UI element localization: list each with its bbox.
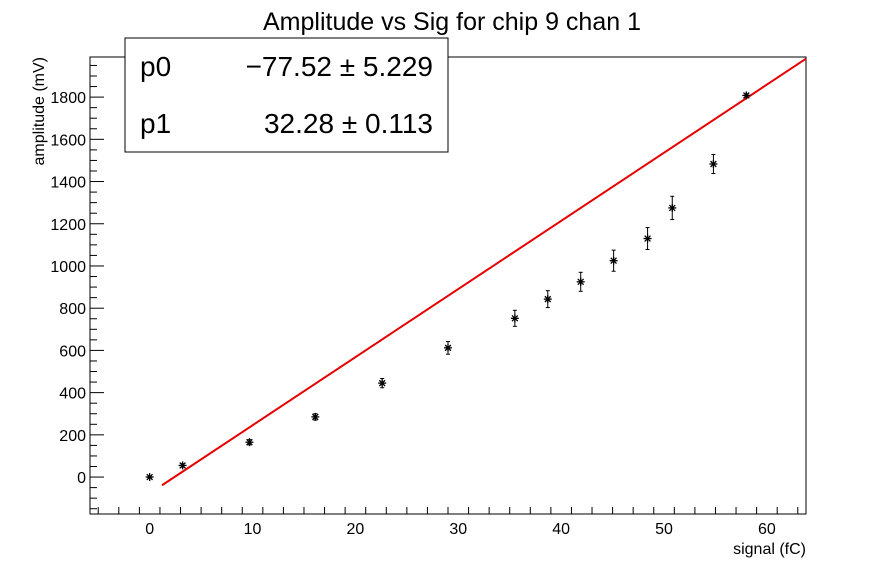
y-tick-label: 1800 <box>50 90 86 107</box>
star-marker <box>668 203 677 212</box>
star-marker <box>378 379 387 388</box>
stat-p1-estimate: 32.28 <box>264 108 334 139</box>
data-point <box>178 461 187 470</box>
y-tick-label: 0 <box>77 470 86 487</box>
star-marker <box>444 343 452 352</box>
data-point <box>643 227 652 251</box>
y-tick-label: 1400 <box>50 175 86 192</box>
stat-p1-value: 32.28 ± 0.113 <box>264 108 433 139</box>
data-point <box>378 377 387 389</box>
star-marker <box>576 277 585 286</box>
data-point <box>510 309 519 327</box>
y-tick-label: 1600 <box>50 132 86 149</box>
data-point <box>543 290 552 309</box>
stats-box-frame <box>124 37 449 153</box>
data-point <box>742 91 751 100</box>
x-tick-label: 20 <box>347 521 365 538</box>
chart-title: Amplitude vs Sig for chip 9 chan 1 <box>263 8 641 36</box>
star-marker <box>609 256 618 265</box>
x-axis: 0 10 20 30 40 50 60 <box>97 507 799 538</box>
star-marker <box>510 314 519 323</box>
star-marker <box>709 160 718 169</box>
y-tick-label: 600 <box>59 343 86 360</box>
stats-box: p0 −77.52 ± 5.229 p1 32.28 ± 0.113 <box>124 37 449 153</box>
star-marker <box>145 473 154 482</box>
stat-p0-pm: ± <box>340 51 355 82</box>
data-point <box>444 341 452 355</box>
y-tick-label: 200 <box>59 428 86 445</box>
stat-p1-pm: ± <box>342 108 357 139</box>
data-point <box>145 473 154 482</box>
y-axis-label: amplitude (mV) <box>31 57 48 165</box>
stat-p0-value: −77.52 ± 5.229 <box>246 51 433 82</box>
star-marker <box>245 438 254 447</box>
y-tick-label: 1000 <box>50 259 86 276</box>
y-tick-label: 1200 <box>50 217 86 234</box>
fit-line <box>161 57 807 487</box>
star-marker <box>311 412 320 421</box>
star-marker <box>178 461 187 470</box>
stat-p0-name: p0 <box>140 51 171 82</box>
x-tick-label: 40 <box>552 521 570 538</box>
y-tick-label: 400 <box>59 386 86 403</box>
star-marker <box>543 295 552 304</box>
data-point <box>668 195 677 221</box>
x-tick-label: 10 <box>244 521 262 538</box>
x-tick-label: 30 <box>449 521 467 538</box>
x-tick-label: 0 <box>145 521 154 538</box>
stat-p1-error: 0.113 <box>365 108 433 139</box>
y-tick-label: 800 <box>59 301 86 318</box>
data-point <box>576 271 585 292</box>
x-tick-label: 60 <box>758 521 776 538</box>
stat-p1-name: p1 <box>140 108 171 139</box>
data-point <box>245 438 254 447</box>
x-tick-label: 50 <box>655 521 673 538</box>
data-points <box>145 91 751 482</box>
fit-line-layer <box>161 57 807 487</box>
y-axis: 0 200 400 600 800 1000 1200 1400 1600 1800 <box>50 64 104 510</box>
star-marker <box>742 91 751 100</box>
data-point <box>609 249 618 272</box>
star-marker <box>643 234 652 243</box>
data-point <box>709 154 718 175</box>
x-axis-label: signal (fC) <box>733 541 806 558</box>
stat-p0-error: 5.229 <box>363 51 433 82</box>
data-point <box>311 412 320 421</box>
stat-p0-estimate: −77.52 <box>246 51 332 82</box>
